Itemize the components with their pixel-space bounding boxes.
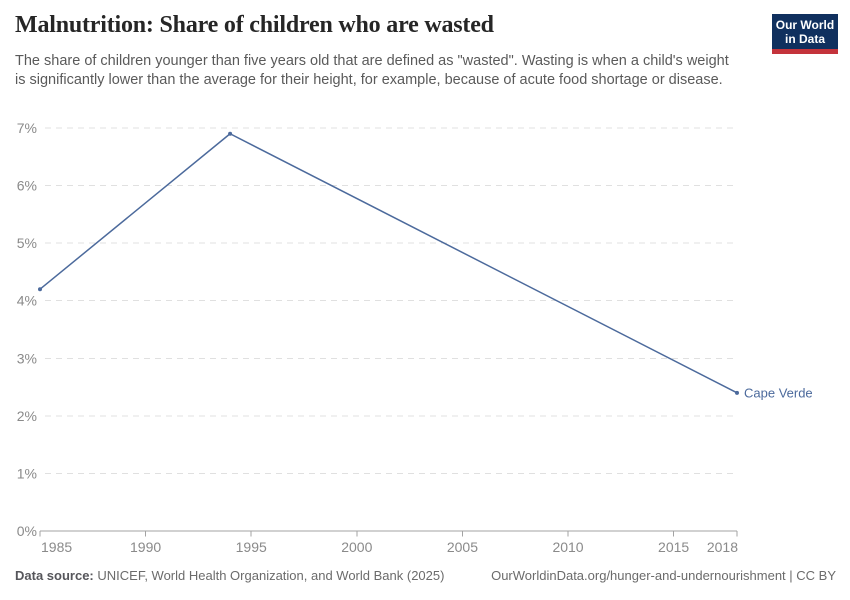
x-tick-label: 1985 <box>41 539 72 555</box>
data-source-label: Data source: <box>15 568 94 583</box>
data-point[interactable] <box>228 131 233 136</box>
data-source-note: Data source: UNICEF, World Health Organi… <box>15 568 444 583</box>
line-chart-canvas: 0% 1% 2% 3% 4% 5% 6% 7% 1985 1990 1995 2000 2005 2010… <box>17 120 813 555</box>
x-tick-label: 1990 <box>130 539 161 555</box>
y-tick-label: 1% <box>17 465 37 481</box>
y-tick-label: 3% <box>17 350 37 366</box>
y-tick-label: 6% <box>17 178 37 194</box>
series-line-cape-verde[interactable] <box>39 133 738 394</box>
entity-label-cape-verde[interactable]: Cape Verde <box>744 385 813 400</box>
y-tick-label: 0% <box>17 523 37 539</box>
chart-footer: Data source: UNICEF, World Health Organi… <box>15 568 836 583</box>
owid-logo[interactable]: Our World in Data <box>772 14 838 54</box>
owid-logo-line1: Our World <box>775 18 835 32</box>
data-source-text: UNICEF, World Health Organization, and W… <box>97 568 445 583</box>
y-tick-label: 4% <box>17 293 37 309</box>
x-tick-label: 2000 <box>341 539 372 555</box>
x-tick-label: 2018 <box>707 539 738 555</box>
x-tick-label: 2005 <box>447 539 478 555</box>
page-title: Malnutrition: Share of children who are … <box>15 12 494 38</box>
x-tick-label: 2010 <box>552 539 583 555</box>
chart-subtitle: The share of children younger than five … <box>15 53 729 89</box>
footer-link[interactable]: OurWorldinData.org/hunger-and-undernouri… <box>491 568 836 583</box>
x-tick-label: 1995 <box>236 539 267 555</box>
data-point[interactable] <box>735 390 739 395</box>
data-point[interactable] <box>38 287 42 292</box>
x-tick-label: 2015 <box>658 539 689 555</box>
owid-logo-line2: in Data <box>784 32 825 46</box>
y-tick-label: 2% <box>17 408 37 424</box>
y-tick-label: 7% <box>17 120 37 136</box>
y-tick-label: 5% <box>17 235 37 251</box>
